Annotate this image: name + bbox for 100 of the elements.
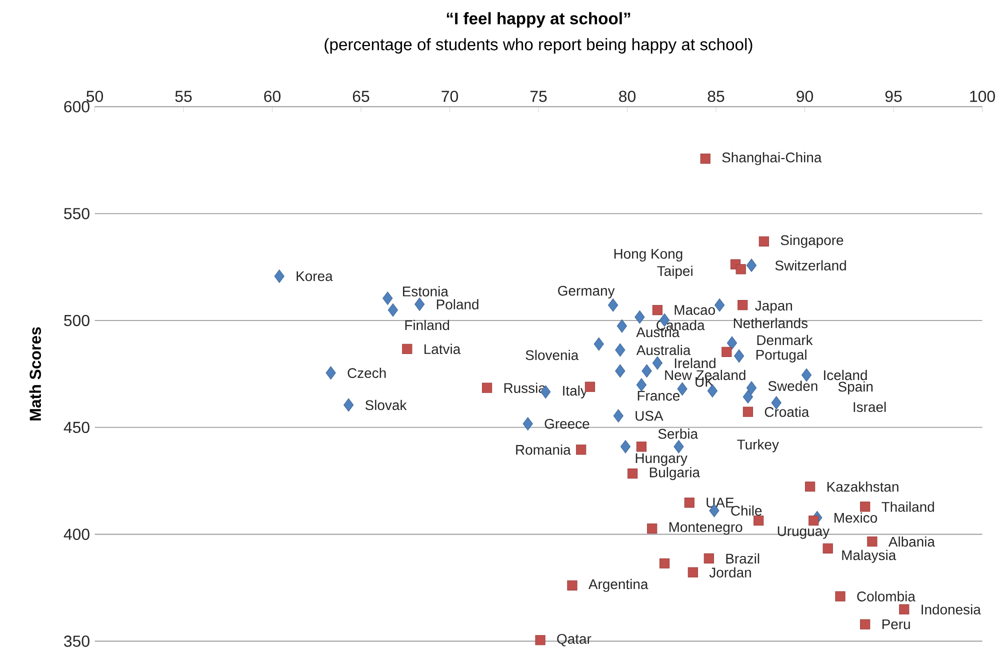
annotation: Latvia	[424, 344, 461, 354]
point	[567, 580, 578, 590]
point	[742, 406, 754, 417]
point	[899, 604, 910, 614]
annotation: Brazil	[726, 553, 760, 564]
x-tick-label: 75	[530, 90, 547, 102]
annotation: Germany	[558, 286, 615, 298]
point	[754, 515, 764, 526]
chart-subtitle: (percentage of students who report being happy at school)	[324, 38, 752, 54]
y-tick-label: 450	[64, 422, 90, 433]
x-tick-label: 100	[970, 90, 995, 102]
annotation: Taipei	[657, 266, 692, 279]
point	[647, 523, 658, 534]
point	[594, 337, 604, 351]
point	[726, 336, 738, 350]
point	[652, 304, 662, 315]
point	[674, 440, 684, 454]
point	[860, 619, 870, 630]
x-tick-label: 60	[264, 90, 280, 102]
point	[736, 264, 746, 274]
point	[746, 381, 757, 394]
point	[414, 297, 425, 311]
x-tick-label: 70	[442, 90, 458, 102]
point	[867, 536, 878, 546]
y-tick-label: 400	[64, 528, 90, 540]
annotation: Malaysia	[842, 550, 896, 563]
point	[688, 567, 698, 578]
point	[742, 390, 754, 404]
x-tick-label: 80	[619, 90, 636, 102]
annotation: Uruguay	[778, 526, 830, 539]
point	[722, 346, 732, 357]
annotation: Mexico	[834, 512, 878, 523]
point	[636, 378, 647, 392]
annotation: Switzerland	[775, 260, 846, 270]
annotation: Italy	[563, 385, 588, 398]
annotation: Poland	[436, 298, 478, 310]
annotation: Ireland	[674, 358, 716, 368]
annotation: Turkey	[737, 439, 779, 452]
annotation: Korea	[296, 271, 333, 281]
point	[684, 497, 694, 508]
annotation: Australia	[636, 344, 691, 355]
point	[636, 441, 647, 452]
point	[628, 468, 638, 478]
annotation: Croatia	[764, 406, 810, 417]
annotation: Peru	[882, 619, 910, 630]
point	[620, 440, 631, 454]
annotation: Chile	[731, 505, 762, 516]
annotation: Estonia	[403, 286, 448, 296]
point	[758, 236, 769, 246]
point	[634, 310, 645, 324]
chart-title: “I feel happy at school”	[446, 12, 630, 28]
annotation: Jordan	[709, 567, 751, 578]
y-tick-label: 350	[64, 635, 90, 647]
y-tick-label: 500	[64, 314, 90, 326]
point	[860, 502, 870, 512]
x-tick-label: 65	[352, 90, 370, 102]
annotation: Indonesia	[922, 604, 981, 614]
annotation: Sweden	[768, 380, 818, 391]
point	[642, 364, 652, 378]
point	[704, 553, 714, 564]
annotation: Qatar	[557, 634, 592, 646]
annotation: Portugal	[756, 349, 806, 362]
annotation: Montenegro	[669, 522, 742, 535]
annotation: Iceland	[824, 370, 867, 380]
annotation: Czech	[348, 368, 386, 378]
annotation: Thailand	[882, 501, 934, 512]
point	[822, 543, 833, 554]
annotation: Kazakhstan	[827, 481, 898, 492]
x-tick-label: 55	[175, 90, 192, 102]
annotation: Israel	[854, 402, 886, 412]
point	[808, 515, 819, 526]
point	[714, 298, 725, 312]
annotation: Singapore	[780, 234, 844, 248]
x-tick-label: 90	[796, 90, 814, 102]
point	[608, 298, 618, 312]
annotation: Hungary	[636, 453, 688, 466]
annotation: Slovak	[365, 400, 407, 410]
annotation: USA	[636, 410, 664, 421]
point	[522, 416, 533, 430]
point	[402, 344, 412, 354]
annotation: Shanghai-China	[722, 152, 822, 166]
annotation: Slovenia	[526, 350, 579, 360]
point	[344, 398, 354, 412]
annotation: Serbia	[658, 428, 698, 439]
point	[576, 444, 586, 455]
point	[659, 558, 670, 568]
y-axis-title: Math Scores	[29, 327, 41, 420]
point	[700, 153, 710, 164]
point	[734, 349, 744, 362]
point	[388, 303, 398, 317]
point	[616, 319, 627, 333]
point	[584, 382, 596, 392]
annotation: Argentina	[588, 578, 648, 592]
point	[326, 366, 336, 380]
point	[382, 291, 393, 305]
y-tick-label: 600	[64, 100, 90, 112]
annotation: France	[638, 390, 680, 401]
x-tick-label: 50	[86, 90, 103, 102]
point	[535, 634, 546, 646]
annotation: Spain	[838, 381, 873, 394]
